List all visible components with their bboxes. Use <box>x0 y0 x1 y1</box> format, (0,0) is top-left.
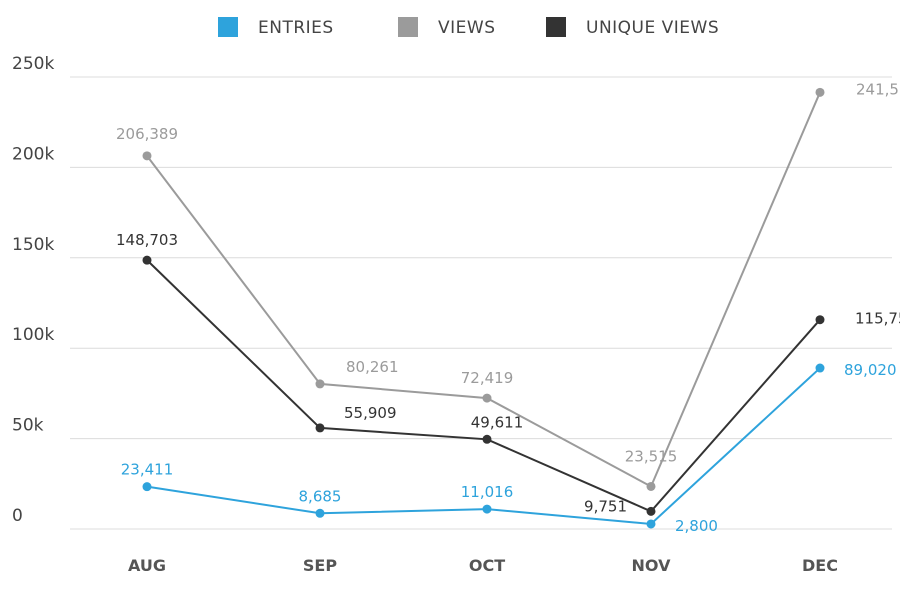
data-point <box>482 434 492 444</box>
legend-swatch <box>218 17 238 37</box>
legend-swatch <box>546 17 566 37</box>
y-tick-label: 50k <box>12 416 44 436</box>
data-point <box>815 87 825 97</box>
data-label: 11,016 <box>461 483 514 501</box>
legend-label: ENTRIES <box>258 18 334 38</box>
data-label: 2,800 <box>675 517 718 535</box>
x-tick-label: SEP <box>303 556 337 575</box>
x-tick-label: NOV <box>632 556 672 575</box>
data-label: 55,909 <box>344 404 397 422</box>
data-point <box>646 506 656 516</box>
data-point <box>482 504 492 514</box>
data-label: 49,611 <box>471 413 524 431</box>
data-point <box>315 423 325 433</box>
data-label: 89,020 <box>844 361 897 379</box>
y-tick-label: 0 <box>12 506 23 526</box>
data-label: 80,261 <box>346 358 399 376</box>
legend-swatch <box>398 17 418 37</box>
x-tick-label: DEC <box>802 556 838 575</box>
data-label: 241,525 <box>856 80 900 98</box>
data-label: 72,419 <box>461 369 514 387</box>
y-tick-label: 150k <box>12 235 54 255</box>
data-point <box>142 482 152 492</box>
data-label: 9,751 <box>584 497 627 515</box>
data-point <box>646 481 656 491</box>
data-label: 8,685 <box>299 487 342 505</box>
x-tick-label: OCT <box>469 556 505 575</box>
data-label: 115,754 <box>855 310 900 328</box>
legend-label: VIEWS <box>438 18 495 38</box>
data-label: 206,389 <box>116 125 178 143</box>
x-tick-label: AUG <box>128 556 166 575</box>
data-label: 23,411 <box>121 461 174 479</box>
data-point <box>315 379 325 389</box>
data-label: 148,703 <box>116 231 178 249</box>
data-point <box>646 519 656 529</box>
data-point <box>482 393 492 403</box>
data-point <box>815 363 825 373</box>
data-point <box>815 315 825 325</box>
data-point <box>142 151 152 161</box>
y-tick-label: 250k <box>12 54 54 74</box>
data-label: 23,515 <box>625 447 678 465</box>
y-tick-label: 100k <box>12 325 54 345</box>
data-point <box>142 255 152 265</box>
y-tick-label: 200k <box>12 144 54 164</box>
legend-label: UNIQUE VIEWS <box>586 18 719 38</box>
data-point <box>315 508 325 518</box>
